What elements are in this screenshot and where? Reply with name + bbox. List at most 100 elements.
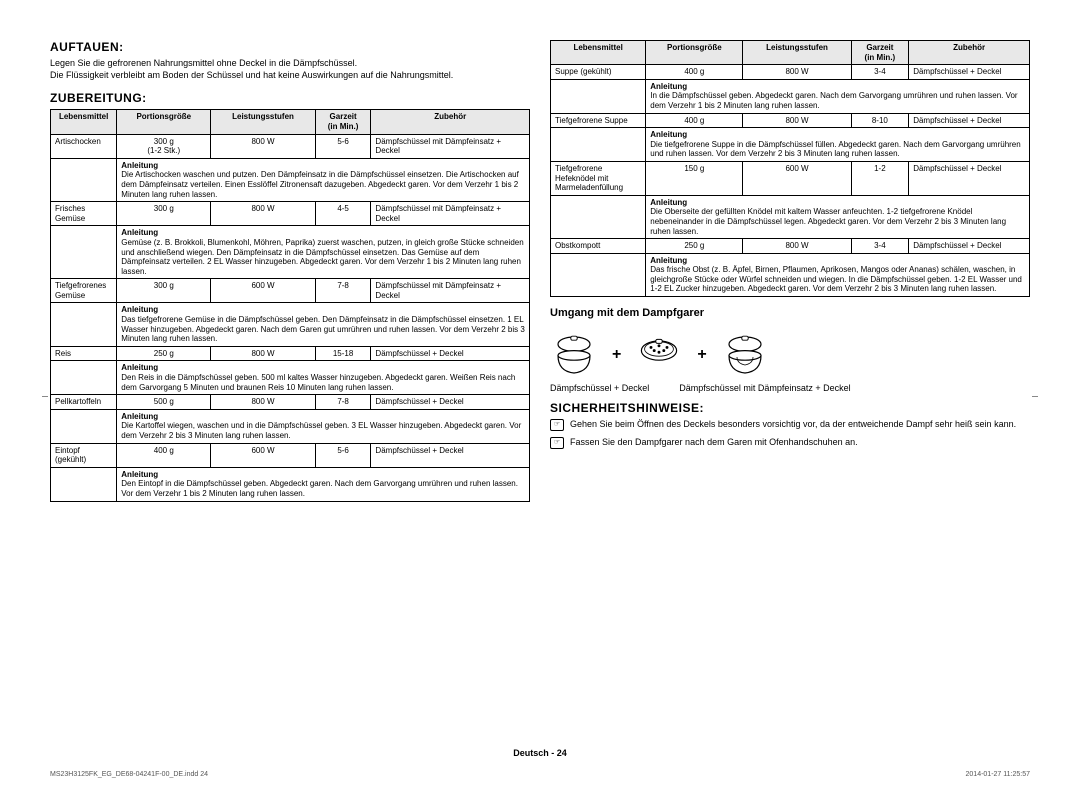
- cell-name: Eintopf (gekühlt): [51, 443, 117, 467]
- cell-anleitung: AnleitungDie Oberseite der gefüllten Knö…: [646, 195, 1030, 238]
- cell-power: 800 W: [211, 202, 315, 226]
- th-zubehoer: Zubehör: [371, 110, 530, 134]
- cell-acc: Dämpfschüssel + Deckel: [909, 113, 1030, 128]
- anleitung-row: AnleitungDie Kartoffel wiegen, waschen u…: [51, 409, 530, 443]
- intro-auftauen: Legen Sie die gefrorenen Nahrungsmittel …: [50, 58, 530, 81]
- th-zubehoer-2: Zubehör: [909, 41, 1030, 65]
- th-garzeit-2: Garzeit(in Min.): [851, 41, 909, 65]
- left-column: AUFTAUEN: Legen Sie die gefrorenen Nahru…: [50, 40, 530, 720]
- cell-portion: 300 g: [117, 202, 211, 226]
- cell-time: 7-8: [315, 395, 371, 410]
- table-row: Obstkompott250 g800 W3-4Dämpfschüssel + …: [551, 239, 1030, 254]
- cell-acc: Dämpfschüssel + Deckel: [909, 161, 1030, 195]
- cell-empty: [51, 467, 117, 501]
- th-leistung: Leistungsstufen: [211, 110, 315, 134]
- cell-anleitung: AnleitungIn die Dämpfschüssel geben. Abg…: [646, 79, 1030, 113]
- cell-power: 800 W: [211, 346, 315, 361]
- anleitung-row: AnleitungGemüse (z. B. Brokkoli, Blumenk…: [51, 226, 530, 279]
- cell-power: 800 W: [743, 65, 851, 80]
- cell-name: Obstkompott: [551, 239, 646, 254]
- page-footer: Deutsch - 24: [0, 748, 1080, 758]
- cell-portion: 150 g: [646, 161, 743, 195]
- table-row: Pellkartoffeln500 g800 W7-8Dämpfschüssel…: [51, 395, 530, 410]
- th-lebensmittel: Lebensmittel: [51, 110, 117, 134]
- bowl-lid-icon: [550, 333, 598, 377]
- heading-sicherheit: SICHERHEITSHINWEISE:: [550, 401, 1030, 415]
- cell-acc: Dämpfschüssel mit Dämpfeinsatz + Deckel: [371, 202, 530, 226]
- steamer-label-right: Dämpfschüssel mit Dämpfeinsatz + Deckel: [679, 383, 850, 393]
- cell-anleitung: AnleitungDie Kartoffel wiegen, waschen u…: [117, 409, 530, 443]
- cell-anleitung: AnleitungDas frische Obst (z. B. Äpfel, …: [646, 253, 1030, 296]
- cell-portion: 500 g: [117, 395, 211, 410]
- th-portion: Portionsgröße: [117, 110, 211, 134]
- safety-item: ☞Fassen Sie den Dampfgarer nach dem Gare…: [550, 437, 1030, 449]
- table-row: Reis250 g800 W15-18Dämpfschüssel + Decke…: [51, 346, 530, 361]
- anleitung-row: AnleitungDie tiefgefrorene Suppe in die …: [551, 128, 1030, 162]
- table-row: Artischocken300 g (1-2 Stk.)800 W5-6Dämp…: [51, 134, 530, 158]
- th-portion-2: Portionsgröße: [646, 41, 743, 65]
- plus-icon: +: [612, 346, 621, 364]
- cell-empty: [51, 409, 117, 443]
- heading-umgang: Umgang mit dem Dampfgarer: [550, 307, 1030, 319]
- steam-insert-icon: [635, 333, 683, 377]
- cell-power: 600 W: [743, 161, 851, 195]
- cell-anleitung: AnleitungDie tiefgefrorene Suppe in die …: [646, 128, 1030, 162]
- anleitung-row: AnleitungDie Artischocken waschen und pu…: [51, 158, 530, 201]
- cell-acc: Dämpfschüssel mit Dämpfeinsatz + Deckel: [371, 134, 530, 158]
- cell-acc: Dämpfschüssel + Deckel: [909, 239, 1030, 254]
- cell-portion: 400 g: [646, 65, 743, 80]
- cell-acc: Dämpfschüssel + Deckel: [371, 395, 530, 410]
- cell-time: 5-6: [315, 134, 371, 158]
- cell-time: 8-10: [851, 113, 909, 128]
- cell-empty: [51, 303, 117, 346]
- crop-mark-left: [42, 396, 48, 397]
- cell-empty: [551, 79, 646, 113]
- th-garzeit: Garzeit(in Min.): [315, 110, 371, 134]
- cell-anleitung: AnleitungDas tiefgefrorene Gemüse in die…: [117, 303, 530, 346]
- table-row: Tiefgefrorene Suppe400 g800 W8-10Dämpfsc…: [551, 113, 1030, 128]
- cell-empty: [551, 195, 646, 238]
- cell-power: 800 W: [743, 113, 851, 128]
- zubereitung-table-2: Lebensmittel Portionsgröße Leistungsstuf…: [550, 40, 1030, 297]
- cell-time: 3-4: [851, 65, 909, 80]
- table-row: Suppe (gekühlt)400 g800 W3-4Dämpfschüsse…: [551, 65, 1030, 80]
- steamer-labels: Dämpfschüssel + Deckel Dämpfschüssel mit…: [550, 383, 1030, 393]
- anleitung-row: AnleitungDen Reis in die Dämpfschüssel g…: [51, 361, 530, 395]
- cell-empty: [51, 361, 117, 395]
- cell-portion: 400 g: [117, 443, 211, 467]
- cell-anleitung: AnleitungDen Reis in die Dämpfschüssel g…: [117, 361, 530, 395]
- zubereitung-table-1: Lebensmittel Portionsgröße Leistungsstuf…: [50, 109, 530, 501]
- cell-power: 800 W: [211, 395, 315, 410]
- safety-list: ☞Gehen Sie beim Öffnen des Deckels beson…: [550, 419, 1030, 455]
- safety-item: ☞Gehen Sie beim Öffnen des Deckels beson…: [550, 419, 1030, 431]
- cell-portion: 300 g: [117, 279, 211, 303]
- cell-time: 5-6: [315, 443, 371, 467]
- cell-portion: 400 g: [646, 113, 743, 128]
- cell-portion: 300 g (1-2 Stk.): [117, 134, 211, 158]
- cell-name: Tiefgefrorene Hefeknödel mit Marmeladenf…: [551, 161, 646, 195]
- cell-name: Pellkartoffeln: [51, 395, 117, 410]
- cell-acc: Dämpfschüssel + Deckel: [371, 346, 530, 361]
- footline-file: MS23H3125FK_EG_DE68-04241F-00_DE.indd 24: [50, 771, 208, 778]
- cell-power: 600 W: [211, 279, 315, 303]
- cell-name: Suppe (gekühlt): [551, 65, 646, 80]
- cell-time: 4-5: [315, 202, 371, 226]
- table-row: Tiefgefrorene Hefeknödel mit Marmeladenf…: [551, 161, 1030, 195]
- right-column: Lebensmittel Portionsgröße Leistungsstuf…: [550, 40, 1030, 720]
- cell-portion: 250 g: [117, 346, 211, 361]
- cell-acc: Dämpfschüssel + Deckel: [371, 443, 530, 467]
- cell-name: Artischocken: [51, 134, 117, 158]
- cell-time: 1-2: [851, 161, 909, 195]
- bowl-insert-lid-icon: [721, 333, 769, 377]
- cell-acc: Dämpfschüssel + Deckel: [909, 65, 1030, 80]
- cell-name: Tiefgefrorene Suppe: [551, 113, 646, 128]
- cell-empty: [51, 158, 117, 201]
- cell-time: 3-4: [851, 239, 909, 254]
- cell-empty: [51, 226, 117, 279]
- page: AUFTAUEN: Legen Sie die gefrorenen Nahru…: [50, 40, 1030, 720]
- table-row: Frisches Gemüse300 g800 W4-5Dämpfschüsse…: [51, 202, 530, 226]
- cell-acc: Dämpfschüssel mit Dämpfeinsatz + Deckel: [371, 279, 530, 303]
- crop-mark-right: [1032, 396, 1038, 397]
- anleitung-row: AnleitungDen Eintopf in die Dämpfschüsse…: [51, 467, 530, 501]
- plus-icon-2: +: [697, 346, 706, 364]
